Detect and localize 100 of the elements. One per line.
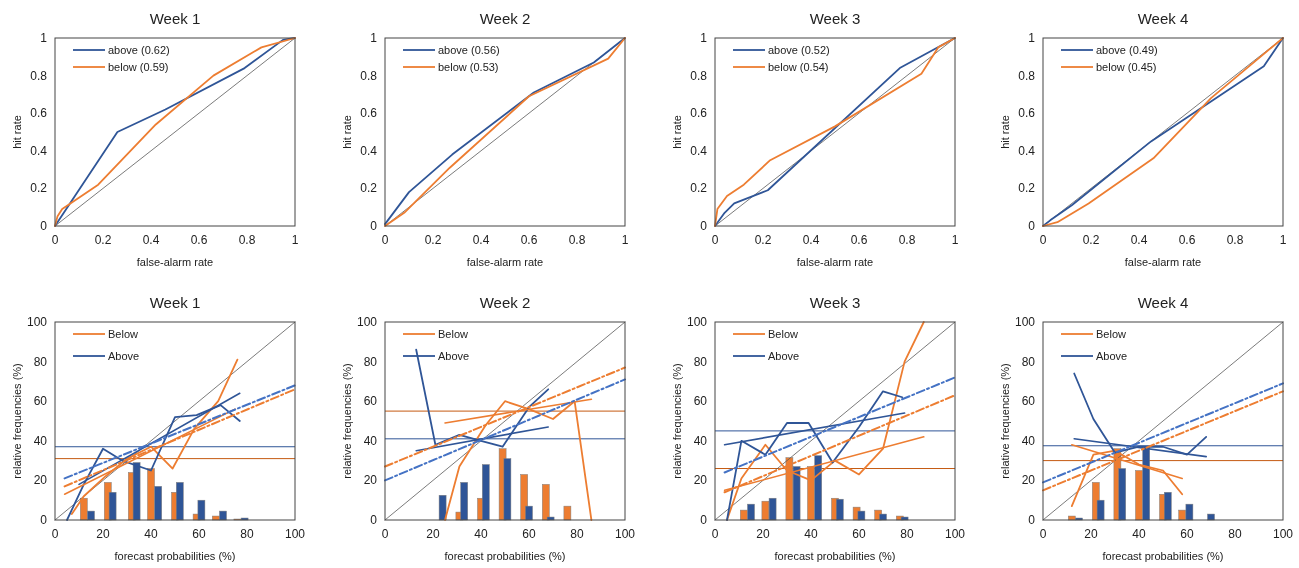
x-tick-label: 0.6	[850, 233, 868, 247]
y-tick-label: 0.2	[360, 181, 378, 196]
x-tick-label: 100	[944, 527, 966, 541]
x-tick-label: 0.4	[142, 233, 160, 247]
x-axis-title: false-alarm rate	[136, 256, 214, 268]
x-tick-label: 40	[474, 527, 488, 541]
y-tick-label: 40	[693, 433, 708, 448]
y-tick-label: 0.8	[360, 68, 378, 83]
y-axis-title: hit rate	[11, 115, 23, 149]
y-tick-label: 0	[1028, 219, 1036, 233]
y-tick-label: 0.6	[360, 106, 378, 121]
x-tick-label: 60	[1180, 527, 1194, 541]
y-tick-label: 60	[33, 394, 48, 409]
chart-title: Week 2	[479, 10, 531, 27]
y-tick-label: 0.6	[690, 106, 708, 121]
legend-label: above (0.49)	[1096, 44, 1158, 56]
x-tick-label: 40	[1132, 527, 1146, 541]
x-tick-label: 0.2	[754, 233, 772, 247]
legend-label: below (0.45)	[1096, 61, 1157, 73]
legend-label: above (0.52)	[768, 44, 830, 56]
legend-label: Above	[768, 350, 800, 362]
y-tick-label: 20	[363, 473, 378, 488]
y-tick-label: 0.2	[690, 181, 708, 196]
x-axis-title: false-alarm rate	[1124, 256, 1202, 268]
y-tick-label: 80	[363, 354, 378, 369]
chart-title: Week 4	[1137, 10, 1189, 27]
y-tick-label: 1	[1028, 31, 1036, 45]
x-tick-label: 1	[621, 233, 629, 247]
legend-label: below (0.59)	[108, 61, 169, 73]
x-tick-label: 80	[570, 527, 584, 541]
y-tick-label: 40	[33, 433, 48, 448]
x-tick-label: 0.2	[1082, 233, 1100, 247]
x-tick-label: 0	[1039, 527, 1047, 541]
y-tick-label: 1	[700, 31, 708, 45]
chart-title: Week 4	[1137, 294, 1189, 311]
legend-label: Above	[1096, 350, 1128, 362]
x-tick-label: 80	[240, 527, 254, 541]
x-tick-label: 0	[1039, 233, 1047, 247]
y-tick-label: 0	[40, 513, 48, 527]
y-axis-title: hit rate	[999, 115, 1011, 149]
x-tick-label: 1	[951, 233, 959, 247]
x-tick-label: 20	[756, 527, 770, 541]
x-tick-label: 0.8	[238, 233, 256, 247]
y-tick-label: 0.2	[30, 181, 48, 196]
x-tick-label: 0.8	[1226, 233, 1244, 247]
chart-title: Week 1	[149, 10, 201, 27]
y-tick-label: 0	[370, 219, 378, 233]
y-tick-label: 100	[356, 315, 378, 329]
x-tick-label: 40	[804, 527, 818, 541]
x-tick-label: 0	[381, 527, 389, 541]
y-axis-title: relative frequencies (%)	[671, 363, 683, 479]
x-tick-label: 80	[1228, 527, 1242, 541]
legend-label: above (0.62)	[108, 44, 170, 56]
y-axis-title: relative frequencies (%)	[11, 363, 23, 479]
x-tick-label: 0	[711, 527, 719, 541]
x-axis-title: forecast probabilities (%)	[774, 550, 896, 562]
y-tick-label: 0.6	[1018, 106, 1036, 121]
x-tick-label: 80	[900, 527, 914, 541]
y-tick-label: 20	[1021, 473, 1036, 488]
x-axis-title: forecast probabilities (%)	[444, 550, 566, 562]
legend-label: above (0.56)	[438, 44, 500, 56]
legend-label: Below	[108, 328, 139, 340]
y-tick-label: 80	[693, 354, 708, 369]
y-tick-label: 60	[693, 394, 708, 409]
chart-title: Week 3	[809, 10, 861, 27]
x-tick-label: 0.6	[1178, 233, 1196, 247]
y-tick-label: 40	[1021, 433, 1036, 448]
x-tick-label: 0	[51, 527, 59, 541]
y-tick-label: 0.8	[1018, 68, 1036, 83]
y-tick-label: 0.6	[30, 106, 48, 121]
x-tick-label: 1	[1279, 233, 1287, 247]
x-tick-label: 0.2	[424, 233, 442, 247]
y-tick-label: 80	[33, 354, 48, 369]
x-axis-title: false-alarm rate	[796, 256, 874, 268]
x-tick-label: 0	[51, 233, 59, 247]
x-tick-label: 100	[1272, 527, 1294, 541]
y-tick-label: 0	[40, 219, 48, 233]
x-tick-label: 0.8	[898, 233, 916, 247]
y-tick-label: 60	[363, 394, 378, 409]
y-tick-label: 0	[1028, 513, 1036, 527]
y-tick-label: 100	[26, 315, 48, 329]
y-axis-title: hit rate	[671, 115, 683, 149]
y-tick-label: 1	[370, 31, 378, 45]
x-axis-title: forecast probabilities (%)	[1102, 550, 1224, 562]
x-tick-label: 20	[96, 527, 110, 541]
x-axis-title: forecast probabilities (%)	[114, 550, 236, 562]
y-tick-label: 0	[370, 513, 378, 527]
chart-title: Week 1	[149, 294, 201, 311]
chart-title: Week 3	[809, 294, 861, 311]
x-tick-label: 0	[381, 233, 389, 247]
x-tick-label: 0	[711, 233, 719, 247]
x-tick-label: 20	[1084, 527, 1098, 541]
x-tick-label: 60	[852, 527, 866, 541]
x-tick-label: 20	[426, 527, 440, 541]
x-tick-label: 0.6	[190, 233, 208, 247]
y-tick-label: 0	[700, 513, 708, 527]
y-tick-label: 0	[700, 219, 708, 233]
x-tick-label: 60	[192, 527, 206, 541]
x-tick-label: 0.6	[520, 233, 538, 247]
x-tick-label: 1	[291, 233, 299, 247]
